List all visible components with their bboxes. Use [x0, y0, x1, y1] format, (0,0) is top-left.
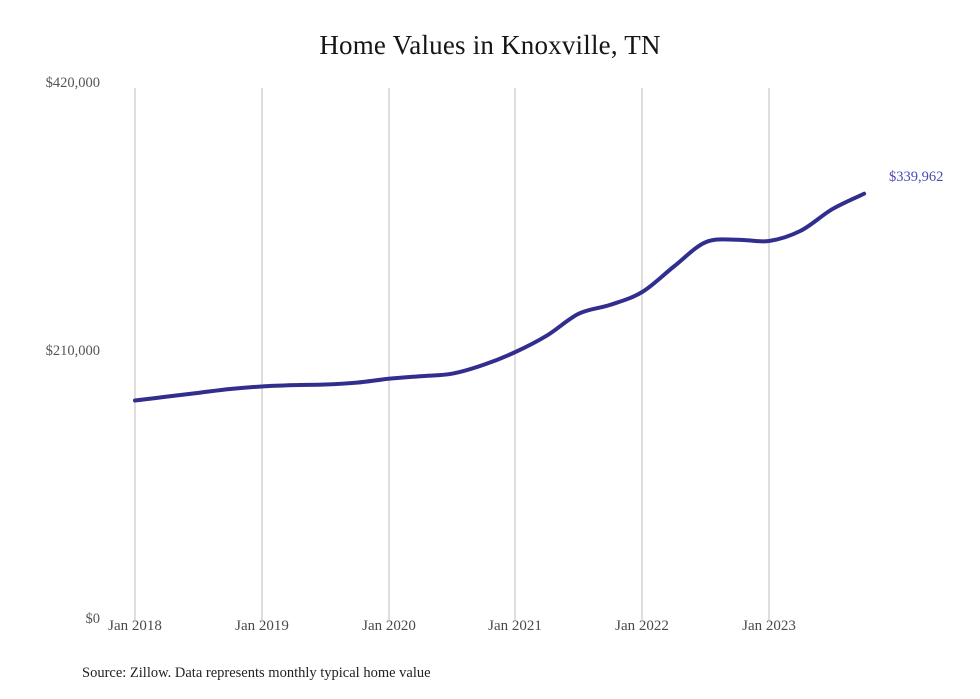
source-footnote: Source: Zillow. Data represents monthly … [82, 665, 431, 681]
gridlines [134, 88, 770, 620]
x-tick-label-jan-2022: Jan 2022 [615, 618, 669, 634]
y-tick-label-420000: $420,000 [45, 75, 100, 91]
x-tick-label-jan-2023: Jan 2023 [742, 618, 796, 634]
y-tick-label-210000: $210,000 [45, 343, 100, 359]
end-value-label: $339,962 [889, 169, 944, 185]
x-tick-label-jan-2021: Jan 2021 [488, 618, 542, 634]
chart-title: Home Values in Knoxville, TN [319, 30, 661, 60]
x-tick-label-jan-2018: Jan 2018 [108, 618, 162, 634]
series-line-typical-home-value [133, 191, 867, 403]
x-tick-label-jan-2019: Jan 2019 [235, 618, 289, 634]
x-tick-label-jan-2020: Jan 2020 [362, 618, 416, 634]
y-tick-label-0: $0 [85, 611, 101, 627]
